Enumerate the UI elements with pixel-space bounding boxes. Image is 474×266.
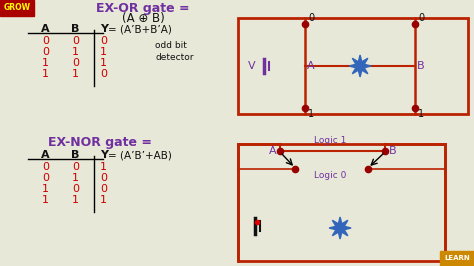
Text: 1: 1 [72,69,79,79]
Text: 1: 1 [42,184,49,194]
Text: 0: 0 [72,58,79,68]
Text: A: A [307,61,315,71]
Text: 0: 0 [100,69,107,79]
Text: 1: 1 [72,195,79,205]
Text: 1: 1 [100,47,107,57]
Text: B: B [389,146,397,156]
Text: Logic 1: Logic 1 [314,136,346,145]
Bar [238,144,445,261]
Text: EX-OR gate =: EX-OR gate = [96,2,190,15]
Text: 0: 0 [42,173,49,183]
Bar [440,251,474,266]
Text: 0: 0 [100,184,107,194]
Text: 0: 0 [100,36,107,46]
Text: Y: Y [100,24,108,34]
Text: 1: 1 [418,109,424,119]
Text: 1: 1 [72,173,79,183]
Text: 1: 1 [42,69,49,79]
Text: = (A’B+B’A): = (A’B+B’A) [108,24,172,34]
Text: B: B [417,61,425,71]
Text: 0: 0 [100,173,107,183]
Text: (A ⊕ B): (A ⊕ B) [122,12,164,25]
Text: 0: 0 [72,36,79,46]
Text: 1: 1 [100,162,107,172]
Text: 0: 0 [418,13,424,23]
Text: 0: 0 [72,184,79,194]
Text: 1: 1 [100,58,107,68]
Text: 0: 0 [42,36,49,46]
Text: B: B [71,24,80,34]
Text: 0: 0 [72,162,79,172]
Text: Y: Y [100,150,108,160]
Text: GROW: GROW [4,3,31,13]
Text: 1: 1 [100,195,107,205]
Text: A: A [41,24,50,34]
Polygon shape [329,217,351,239]
Text: A: A [268,146,276,156]
Text: A: A [41,150,50,160]
Text: 1: 1 [42,195,49,205]
Text: B: B [71,150,80,160]
Bar [0,0,34,16]
Text: 0: 0 [42,162,49,172]
Text: 0: 0 [42,47,49,57]
Text: 1: 1 [308,109,314,119]
Text: 0: 0 [308,13,314,23]
Text: Logic 0: Logic 0 [314,171,346,180]
Text: 1: 1 [42,58,49,68]
Text: 1: 1 [72,47,79,57]
Text: = (A’B’+AB): = (A’B’+AB) [108,150,172,160]
Text: odd bit
detector: odd bit detector [155,41,194,62]
Text: V: V [248,61,256,71]
Text: LEARN: LEARN [444,256,470,261]
Bar [238,18,468,114]
Polygon shape [349,55,371,77]
Text: EX-NOR gate =: EX-NOR gate = [48,136,152,149]
